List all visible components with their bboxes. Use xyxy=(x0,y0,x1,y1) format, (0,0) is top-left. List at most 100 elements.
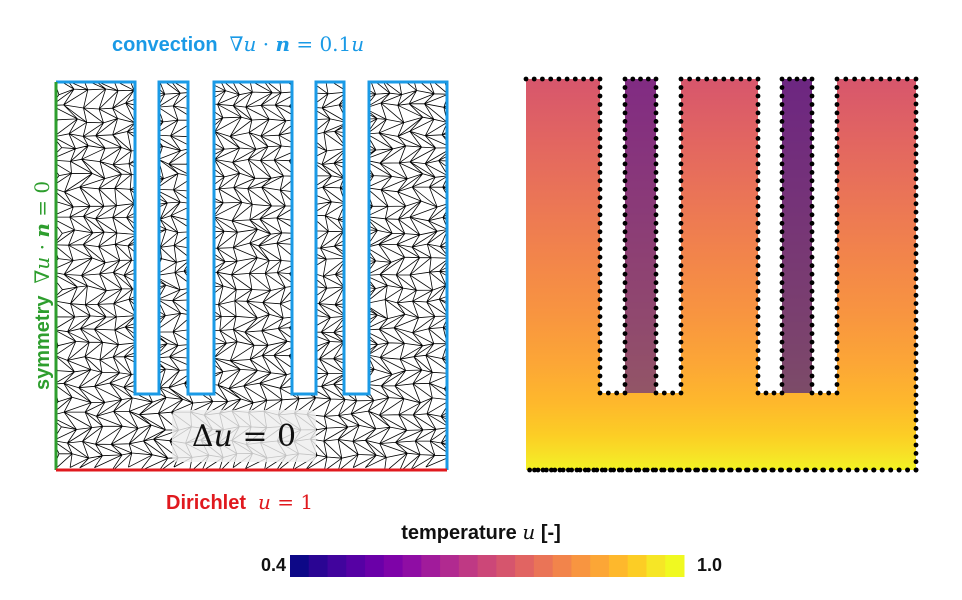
boundary-point xyxy=(678,280,684,286)
boundary-point xyxy=(678,229,684,235)
colorbar-swatch xyxy=(477,555,497,577)
boundary-point xyxy=(834,186,840,192)
boundary-point xyxy=(809,390,815,396)
boundary-point xyxy=(854,467,860,473)
boundary-point xyxy=(796,467,801,473)
boundary-point xyxy=(755,170,761,175)
boundary-point xyxy=(602,467,608,473)
boundary-point xyxy=(653,110,659,116)
boundary-point xyxy=(622,288,628,294)
boundary-point xyxy=(653,85,659,90)
boundary-point xyxy=(779,348,785,353)
boundary-point xyxy=(755,76,761,82)
colorbar-swatch xyxy=(440,555,460,577)
boundary-point xyxy=(779,195,785,201)
boundary-point xyxy=(622,348,628,353)
boundary-point xyxy=(597,195,603,201)
boundary-point xyxy=(622,229,628,235)
boundary-point xyxy=(678,390,684,396)
boundary-point xyxy=(622,85,628,90)
boundary-point xyxy=(597,186,603,192)
boundary-point xyxy=(728,467,734,473)
boundary-point xyxy=(779,170,785,175)
boundary-point xyxy=(913,243,919,248)
boundary-point xyxy=(779,254,785,260)
boundary-point xyxy=(622,186,628,192)
boundary-point xyxy=(653,263,659,269)
boundary-point xyxy=(622,237,628,243)
boundary-point xyxy=(653,195,659,201)
convection-boundary xyxy=(56,80,449,470)
boundary-point xyxy=(809,237,815,243)
boundary-point xyxy=(678,297,684,302)
boundary-point xyxy=(614,390,620,396)
boundary-point xyxy=(821,467,826,473)
boundary-point xyxy=(913,226,919,232)
boundary-point xyxy=(653,339,659,345)
boundary-point xyxy=(755,271,761,277)
boundary-point xyxy=(809,314,815,319)
boundary-point xyxy=(809,297,815,302)
boundary-point xyxy=(869,76,875,82)
boundary-point xyxy=(834,263,840,269)
boundary-point xyxy=(678,314,684,319)
boundary-point xyxy=(887,76,893,82)
boundary-point xyxy=(834,331,840,336)
boundary-point xyxy=(653,322,659,328)
boundary-point xyxy=(802,76,807,82)
boundary-point xyxy=(834,170,840,175)
boundary-point xyxy=(597,373,603,379)
boundary-point xyxy=(678,85,684,90)
boundary-point xyxy=(622,136,628,141)
colorbar-swatch xyxy=(290,555,310,577)
boundary-point xyxy=(653,382,659,387)
boundary-point xyxy=(834,102,840,107)
boundary-point xyxy=(913,392,919,398)
boundary-point xyxy=(597,271,603,277)
boundary-point xyxy=(834,127,840,133)
boundary-point xyxy=(755,178,761,184)
boundary-point xyxy=(913,101,919,107)
boundary-point xyxy=(755,305,761,311)
boundary-point xyxy=(597,161,603,167)
boundary-point xyxy=(809,76,815,82)
boundary-point xyxy=(653,229,659,235)
boundary-point xyxy=(888,467,894,473)
boundary-point xyxy=(913,259,919,265)
boundary-point xyxy=(527,467,532,473)
boundary-point xyxy=(755,220,761,226)
boundary-point xyxy=(622,356,628,362)
boundary-point xyxy=(622,161,628,167)
boundary-point xyxy=(809,331,815,336)
boundary-point xyxy=(834,93,840,99)
boundary-point xyxy=(804,467,810,473)
boundary-point xyxy=(834,314,840,319)
boundary-point xyxy=(779,297,785,302)
boundary-point xyxy=(556,76,562,82)
boundary-point xyxy=(913,451,919,456)
boundary-point xyxy=(834,195,840,201)
boundary-point xyxy=(653,93,659,99)
boundary-point xyxy=(913,276,919,282)
boundary-point xyxy=(809,263,815,269)
boundary-point xyxy=(622,195,628,201)
boundary-point xyxy=(597,288,603,294)
boundary-point xyxy=(779,76,785,82)
boundary-point xyxy=(653,390,659,396)
boundary-point xyxy=(809,186,815,192)
boundary-point xyxy=(597,127,603,133)
boundary-point xyxy=(779,288,785,294)
boundary-point xyxy=(809,119,815,124)
boundary-point xyxy=(678,212,684,218)
boundary-point xyxy=(896,467,902,473)
boundary-point xyxy=(622,178,628,184)
boundary-point xyxy=(678,161,684,167)
boundary-point xyxy=(834,153,840,158)
boundary-point xyxy=(779,203,785,209)
boundary-point xyxy=(597,365,603,370)
boundary-point xyxy=(812,467,818,473)
colorbar-title-word: temperature xyxy=(401,522,517,544)
boundary-point xyxy=(653,170,659,175)
boundary-point xyxy=(913,317,919,323)
boundary-point xyxy=(913,309,919,315)
